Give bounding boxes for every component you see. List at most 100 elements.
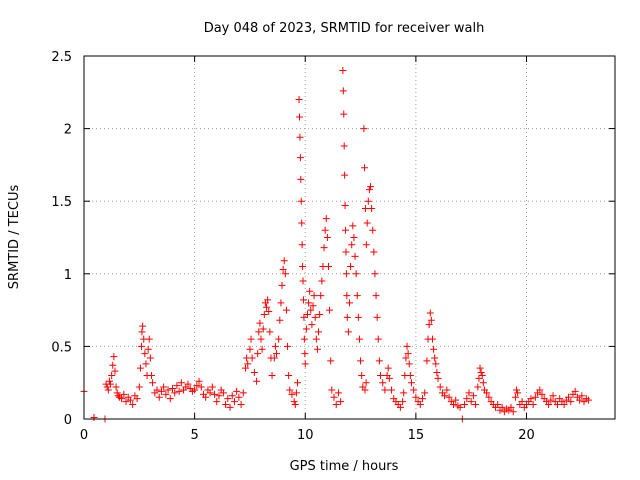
data-point (362, 241, 370, 249)
data-point (280, 257, 288, 265)
data-point (322, 215, 330, 223)
data-point (312, 335, 320, 343)
data-point (475, 374, 483, 382)
data-point (277, 299, 285, 307)
data-point (317, 292, 325, 300)
data-point (320, 244, 328, 252)
data-point (311, 313, 319, 321)
data-point (105, 377, 113, 385)
data-point (164, 386, 172, 394)
x-tick-label: 15 (408, 428, 425, 443)
data-point (461, 400, 469, 408)
data-point (406, 371, 414, 379)
data-point (463, 395, 471, 403)
data-point (113, 389, 121, 397)
data-point (278, 281, 286, 289)
data-point (260, 310, 268, 318)
data-point (129, 400, 137, 408)
data-point (342, 226, 350, 234)
data-point (253, 377, 261, 385)
data-point (160, 383, 168, 391)
data-point (385, 374, 393, 382)
data-point (371, 270, 379, 278)
data-point (197, 383, 205, 391)
data-point (321, 226, 329, 234)
data-point (215, 392, 223, 400)
data-point (327, 357, 335, 365)
data-point (308, 321, 316, 329)
data-point (477, 369, 485, 377)
data-point (343, 313, 351, 321)
data-point (347, 263, 355, 271)
data-point (348, 241, 356, 249)
data-point (373, 313, 381, 321)
data-point (388, 386, 396, 394)
data-point (433, 369, 441, 377)
x-tick-label: 5 (190, 428, 198, 443)
data-point (353, 292, 361, 300)
data-point (445, 393, 453, 401)
data-point (443, 386, 451, 394)
data-point (381, 386, 389, 394)
data-point (416, 400, 424, 408)
data-point (434, 374, 442, 382)
data-point (509, 408, 517, 416)
data-point (428, 335, 436, 343)
data-point (141, 350, 149, 358)
data-point (270, 354, 278, 362)
data-point (370, 248, 378, 256)
x-tick-label: 0 (80, 428, 88, 443)
data-point (166, 395, 174, 403)
data-point (402, 354, 410, 362)
data-point (421, 389, 429, 397)
data-point (142, 360, 150, 368)
data-point (230, 398, 238, 406)
data-point (369, 226, 377, 234)
data-point (400, 389, 408, 397)
data-point (441, 392, 449, 400)
data-point (171, 389, 179, 397)
data-point (256, 319, 264, 327)
data-point (250, 369, 258, 377)
data-point (363, 219, 371, 227)
chart-title: Day 048 of 2023, SRMTID for receiver wal… (204, 21, 485, 36)
data-point (578, 392, 586, 400)
data-point (431, 354, 439, 362)
data-point (343, 292, 351, 300)
data-point (399, 398, 407, 406)
y-tick-label: 0 (64, 413, 72, 428)
data-point (309, 302, 317, 310)
data-point (191, 386, 199, 394)
data-point (334, 389, 342, 397)
data-point (549, 392, 557, 400)
data-point (354, 313, 362, 321)
data-point (467, 398, 475, 406)
data-point (360, 125, 368, 133)
data-point (219, 389, 227, 397)
data-point (529, 400, 537, 408)
data-point (112, 383, 120, 391)
data-point (139, 322, 147, 330)
data-point (426, 309, 434, 317)
data-point (104, 386, 112, 394)
data-point (330, 393, 338, 401)
data-point (340, 110, 348, 118)
tick-labels: 0 5 10 15 20 0 0.5 1 1.5 2 2.5 (51, 50, 534, 443)
data-point (323, 234, 331, 241)
data-point (432, 360, 440, 368)
data-point (237, 400, 245, 408)
data-point (169, 385, 176, 393)
data-point (272, 350, 280, 358)
data-point (222, 400, 230, 408)
data-point (242, 364, 250, 372)
data-point (310, 292, 318, 300)
data-point (275, 335, 283, 343)
data-point (226, 403, 234, 411)
data-point (324, 263, 332, 271)
data-point (291, 400, 299, 408)
data-point (362, 379, 370, 387)
data-point (472, 400, 480, 408)
data-point (298, 241, 306, 249)
data-point (531, 393, 539, 401)
